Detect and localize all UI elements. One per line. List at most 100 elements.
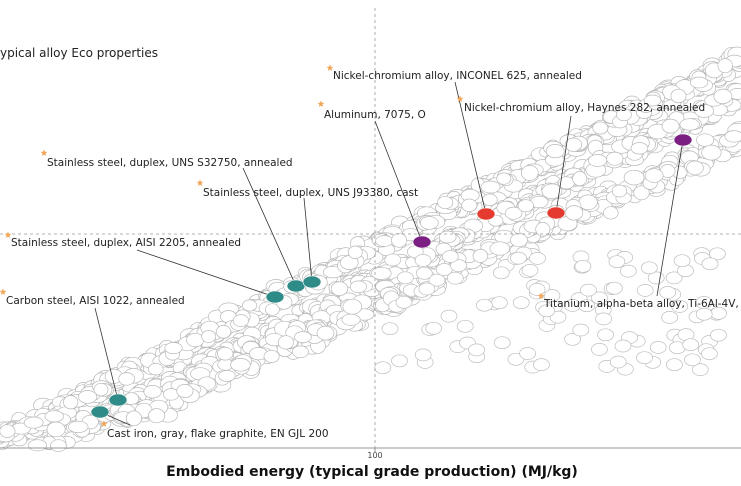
- background-point: [425, 321, 442, 335]
- background-point: [440, 309, 458, 323]
- background-point: [186, 332, 205, 348]
- background-point: [428, 273, 446, 287]
- background-point: [679, 118, 700, 131]
- background-point: [63, 395, 79, 410]
- background-point: [263, 349, 280, 363]
- background-point: [528, 283, 546, 296]
- background-point: [507, 352, 525, 366]
- background-point: [606, 151, 624, 166]
- background-point: [572, 171, 588, 187]
- background-point: [694, 104, 715, 118]
- background-point: [489, 241, 511, 256]
- star-icon: [100, 420, 108, 427]
- background-point: [492, 266, 510, 280]
- highlighted-point[interactable]: [108, 393, 128, 407]
- background-point: [437, 195, 454, 210]
- background-point: [375, 235, 394, 247]
- highlighted-point[interactable]: [302, 275, 322, 289]
- highlighted-point[interactable]: [476, 207, 496, 221]
- background-point: [493, 336, 511, 350]
- background-point: [643, 94, 662, 107]
- background-point: [689, 76, 709, 89]
- background-point: [564, 137, 583, 152]
- leader-lines: [94, 81, 684, 426]
- chart-title: ypical alloy Eco properties: [0, 46, 158, 60]
- background-point: [623, 169, 645, 186]
- background-point: [217, 346, 234, 361]
- annotation-label: Stainless steel, duplex, UNS S32750, ann…: [47, 157, 293, 169]
- highlighted-point[interactable]: [673, 133, 693, 147]
- star-icon: [317, 100, 325, 107]
- background-point: [659, 286, 677, 299]
- background-point: [316, 325, 335, 341]
- background-point: [595, 312, 612, 326]
- star-icon: [4, 231, 12, 238]
- background-point: [201, 330, 217, 343]
- highlighted-point[interactable]: [286, 279, 306, 293]
- background-point: [614, 339, 632, 353]
- background-point: [611, 184, 628, 198]
- background-point: [578, 194, 598, 211]
- x-tick-label: 100: [367, 451, 382, 460]
- background-point: [630, 142, 649, 155]
- leader-line: [454, 81, 487, 215]
- background-point: [397, 271, 414, 285]
- background-point: [701, 257, 719, 271]
- background-point: [415, 266, 433, 280]
- leader-line: [94, 307, 119, 401]
- background-point: [609, 355, 627, 369]
- background-point: [519, 347, 536, 360]
- highlighted-point[interactable]: [546, 206, 566, 220]
- background-point: [661, 118, 680, 134]
- annotation-label: Nickel-chromium alloy, INCONEL 625, anne…: [333, 70, 582, 82]
- background-point: [701, 144, 722, 161]
- background-point: [450, 259, 467, 272]
- background-point: [538, 304, 556, 318]
- star-icon: [326, 64, 334, 71]
- background-point: [330, 281, 349, 296]
- annotation-label: Aluminum, 7075, O: [324, 109, 426, 121]
- background-point: [673, 254, 691, 268]
- annotation-label: Titanium, alpha-beta alloy, Ti-6Al-4V, a…: [543, 298, 741, 310]
- background-point: [710, 328, 727, 342]
- background-point: [143, 385, 162, 399]
- highlighted-point[interactable]: [412, 235, 432, 249]
- background-point: [695, 296, 713, 309]
- background-point: [349, 280, 367, 294]
- background-point: [533, 358, 550, 371]
- background-point: [480, 180, 501, 194]
- background-point: [472, 249, 489, 263]
- annotation-label: Cast iron, gray, flake graphite, EN GJL …: [107, 428, 329, 440]
- background-point: [176, 384, 194, 398]
- highlighted-point[interactable]: [90, 405, 110, 419]
- background-point: [545, 144, 565, 159]
- background-point: [564, 332, 581, 346]
- background-point: [438, 230, 457, 244]
- background-point: [709, 247, 726, 261]
- highlighted-point[interactable]: [265, 290, 285, 304]
- background-point: [517, 199, 534, 213]
- x-axis-label: Embodied energy (typical grade productio…: [166, 464, 578, 480]
- background-point: [597, 328, 614, 342]
- background-point: [215, 325, 232, 339]
- background-point: [591, 291, 608, 305]
- background-point: [27, 439, 48, 452]
- star-icon: [0, 288, 7, 295]
- background-point: [374, 361, 392, 375]
- background-point: [682, 338, 700, 352]
- background-point: [713, 88, 733, 105]
- leader-line: [374, 120, 423, 243]
- background-point: [230, 358, 251, 372]
- highlighted-points: [90, 133, 693, 419]
- background-point: [78, 390, 98, 404]
- background-point: [381, 322, 399, 336]
- background-point: [644, 168, 664, 183]
- background-point: [592, 121, 609, 135]
- leader-line: [555, 115, 572, 214]
- background-point: [232, 314, 249, 327]
- background-point: [67, 420, 89, 433]
- background-point: [414, 348, 432, 362]
- background-point: [391, 232, 408, 248]
- background-point: [633, 185, 650, 201]
- background-points: [0, 46, 741, 452]
